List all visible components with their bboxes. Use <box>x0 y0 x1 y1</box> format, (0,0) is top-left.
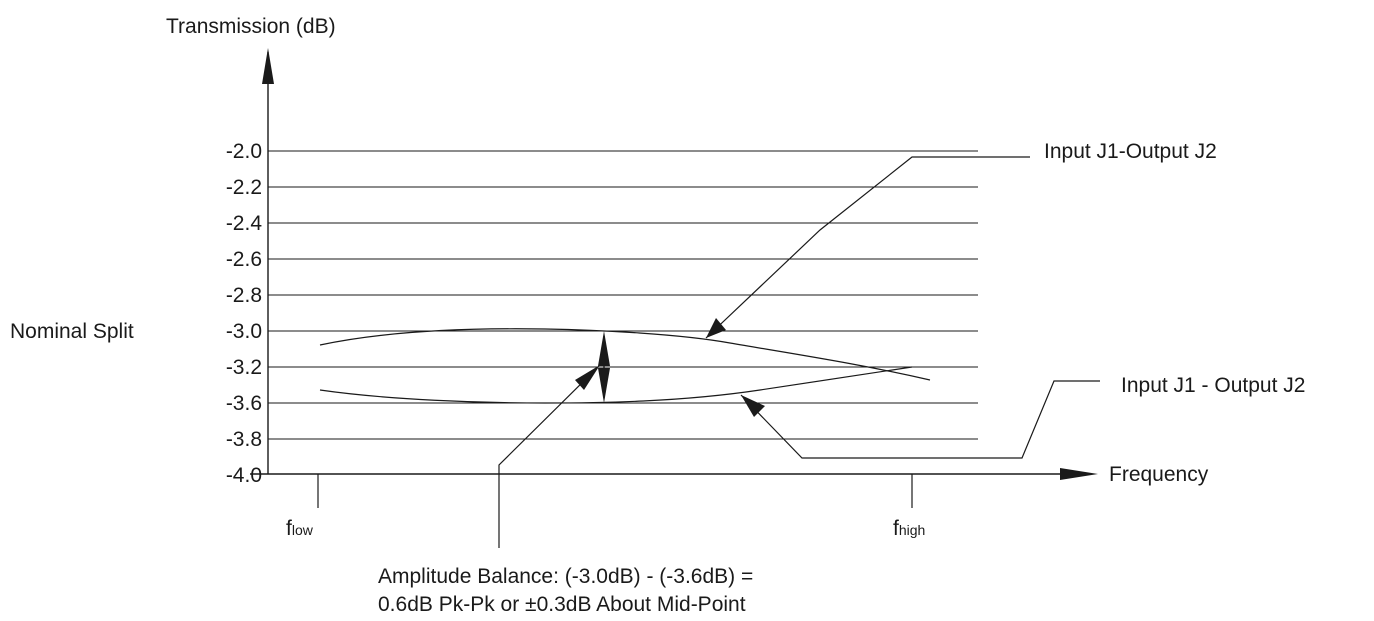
x-axis-title: Frequency <box>1109 463 1209 486</box>
y-tick-label: -3.8 <box>226 428 262 451</box>
f-low-label: flow <box>286 517 314 540</box>
lower-callout-label: Input J1 - Output J2 <box>1121 374 1305 397</box>
balance-arrowhead-top <box>598 331 610 366</box>
balance-arrowhead-bottom <box>598 368 610 403</box>
upper-callout-leader <box>705 156 1030 339</box>
lower-callout-arrowhead <box>741 395 765 417</box>
y-tick-label: -2.2 <box>226 176 262 199</box>
balance-label-line1: Amplitude Balance: (-3.0dB) - (-3.6dB) = <box>378 565 753 588</box>
lower-callout-leader <box>740 380 1100 459</box>
y-tick-label: -3.0 <box>226 320 262 343</box>
y-tick-label: -2.0 <box>226 140 262 163</box>
x-axis-arrow <box>1060 468 1098 480</box>
upper-callout-label: Input J1-Output J2 <box>1044 140 1217 163</box>
upper-response-curve <box>319 328 931 381</box>
f-high-label: fhigh <box>893 517 925 540</box>
balance-label-line2: 0.6dB Pk-Pk or ±0.3dB About Mid-Point <box>378 593 746 616</box>
y-axis-arrow <box>262 48 274 84</box>
y-tick-label: -2.6 <box>226 248 262 271</box>
y-tick-label: -3.6 <box>226 392 262 415</box>
balance-callout-arrowhead <box>575 365 600 390</box>
y-tick-label: -3.2 <box>226 356 262 379</box>
y-tick-label: -2.8 <box>226 284 262 307</box>
lower-response-curve <box>319 366 913 404</box>
y-tick-label: -4.0 <box>226 464 262 487</box>
upper-callout-arrowhead <box>706 318 726 338</box>
y-tick-label: -2.4 <box>226 212 263 235</box>
y-axis-title: Transmission (dB) <box>166 15 336 38</box>
balance-callout-leader <box>498 368 597 548</box>
grid-lines <box>268 150 978 440</box>
y-tick-labels: -2.0 -2.2 -2.4 -2.6 -2.8 -3.0 -3.2 -3.6 … <box>226 140 263 487</box>
nominal-split-label: Nominal Split <box>10 320 134 343</box>
